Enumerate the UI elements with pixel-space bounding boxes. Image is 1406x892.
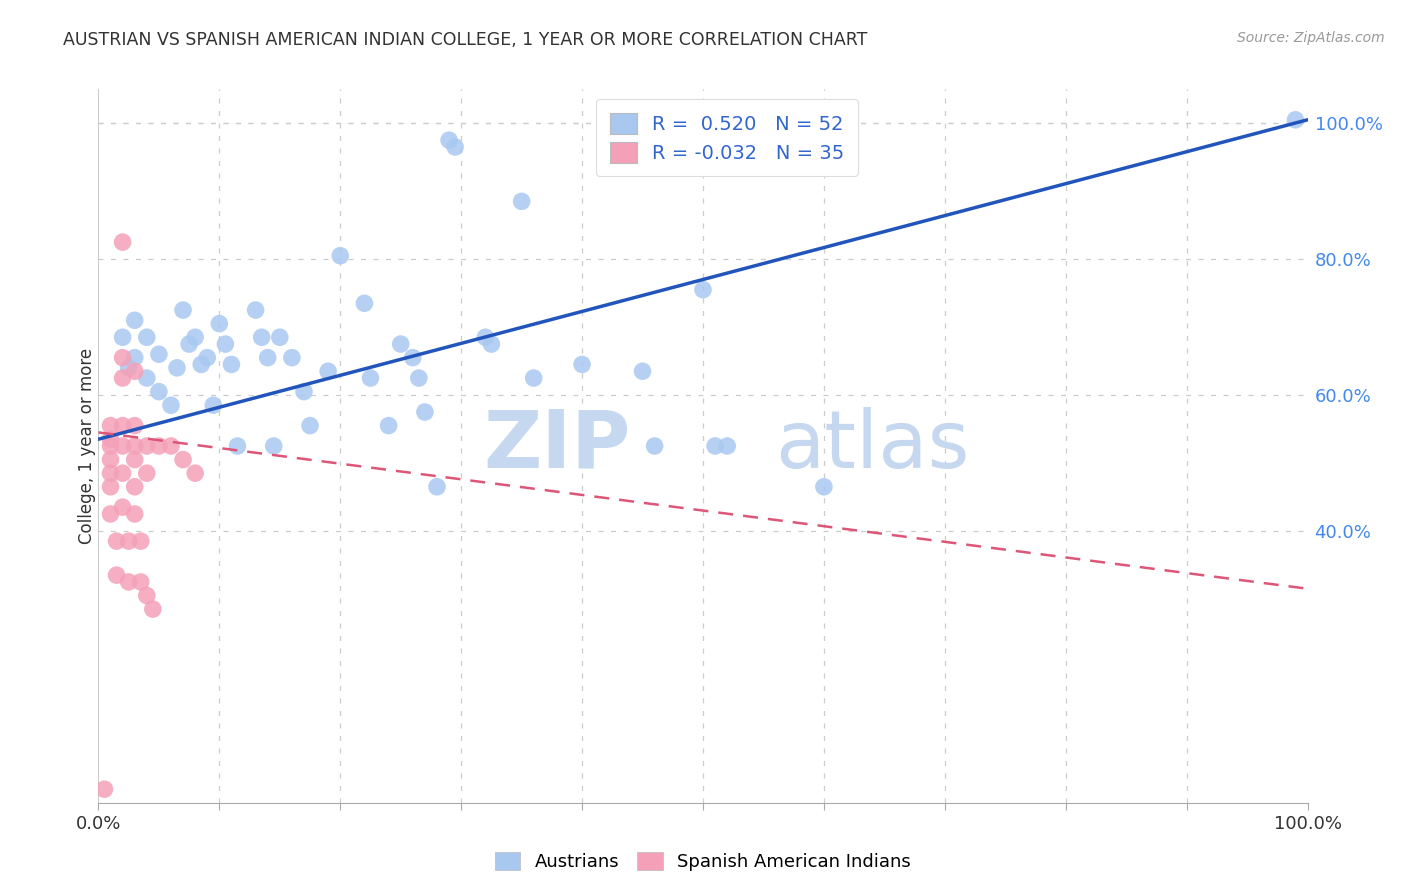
Point: [510, 194, 533, 209]
Point: [148, 439, 170, 453]
Point: [353, 296, 375, 310]
Point: [111, 351, 134, 365]
Point: [160, 398, 183, 412]
Point: [184, 330, 207, 344]
Point: [1284, 112, 1306, 127]
Point: [105, 534, 128, 549]
Point: [135, 589, 157, 603]
Point: [408, 371, 430, 385]
Point: [172, 452, 194, 467]
Point: [129, 534, 152, 549]
Point: [226, 439, 249, 453]
Point: [221, 358, 243, 372]
Point: [716, 439, 738, 453]
Point: [389, 337, 412, 351]
Point: [263, 439, 285, 453]
Point: [644, 439, 666, 453]
Point: [100, 466, 122, 480]
Point: [692, 283, 714, 297]
Point: [292, 384, 315, 399]
Point: [523, 371, 546, 385]
Point: [111, 235, 134, 249]
Point: [360, 371, 382, 385]
Point: [100, 418, 122, 433]
Text: Source: ZipAtlas.com: Source: ZipAtlas.com: [1237, 31, 1385, 45]
Point: [135, 439, 157, 453]
Point: [135, 466, 157, 480]
Point: [118, 534, 141, 549]
Point: [437, 133, 460, 147]
Point: [93, 782, 115, 797]
Point: [426, 480, 449, 494]
Legend: Austrians, Spanish American Indians: Austrians, Spanish American Indians: [488, 845, 918, 879]
Point: [179, 337, 201, 351]
Point: [124, 480, 146, 494]
Point: [245, 303, 267, 318]
Point: [214, 337, 236, 351]
Text: atlas: atlas: [776, 407, 970, 485]
Point: [118, 574, 141, 589]
Point: [166, 360, 188, 375]
Y-axis label: College, 1 year or more: College, 1 year or more: [79, 348, 96, 544]
Point: [124, 364, 146, 378]
Point: [111, 466, 134, 480]
Point: [124, 351, 146, 365]
Point: [100, 439, 122, 453]
Point: [100, 507, 122, 521]
Point: [111, 371, 134, 385]
Point: [281, 351, 304, 365]
Point: [124, 418, 146, 433]
Point: [172, 303, 194, 318]
Point: [142, 602, 165, 616]
Point: [111, 330, 134, 344]
Point: [148, 347, 170, 361]
Point: [111, 418, 134, 433]
Point: [124, 439, 146, 453]
Point: [129, 574, 152, 589]
Point: [160, 439, 183, 453]
Point: [481, 337, 503, 351]
Point: [100, 452, 122, 467]
Point: [704, 439, 727, 453]
Point: [202, 398, 225, 412]
Point: [100, 432, 122, 446]
Point: [148, 384, 170, 399]
Point: [124, 313, 146, 327]
Text: AUSTRIAN VS SPANISH AMERICAN INDIAN COLLEGE, 1 YEAR OR MORE CORRELATION CHART: AUSTRIAN VS SPANISH AMERICAN INDIAN COLL…: [63, 31, 868, 49]
Point: [100, 480, 122, 494]
Point: [111, 500, 134, 515]
Point: [269, 330, 291, 344]
Point: [474, 330, 496, 344]
Point: [135, 330, 157, 344]
Point: [402, 351, 425, 365]
Point: [208, 317, 231, 331]
Point: [444, 140, 467, 154]
Point: [413, 405, 436, 419]
Point: [124, 452, 146, 467]
Point: [571, 358, 593, 372]
Point: [111, 439, 134, 453]
Point: [250, 330, 273, 344]
Point: [299, 418, 322, 433]
Point: [124, 507, 146, 521]
Legend: R =  0.520   N = 52, R = -0.032   N = 35: R = 0.520 N = 52, R = -0.032 N = 35: [596, 99, 858, 177]
Point: [105, 568, 128, 582]
Point: [631, 364, 654, 378]
Point: [135, 371, 157, 385]
Point: [118, 360, 141, 375]
Text: ZIP: ZIP: [484, 407, 630, 485]
Point: [256, 351, 278, 365]
Point: [184, 466, 207, 480]
Point: [195, 351, 218, 365]
Point: [813, 480, 835, 494]
Point: [329, 249, 352, 263]
Point: [190, 358, 212, 372]
Point: [316, 364, 339, 378]
Point: [377, 418, 399, 433]
